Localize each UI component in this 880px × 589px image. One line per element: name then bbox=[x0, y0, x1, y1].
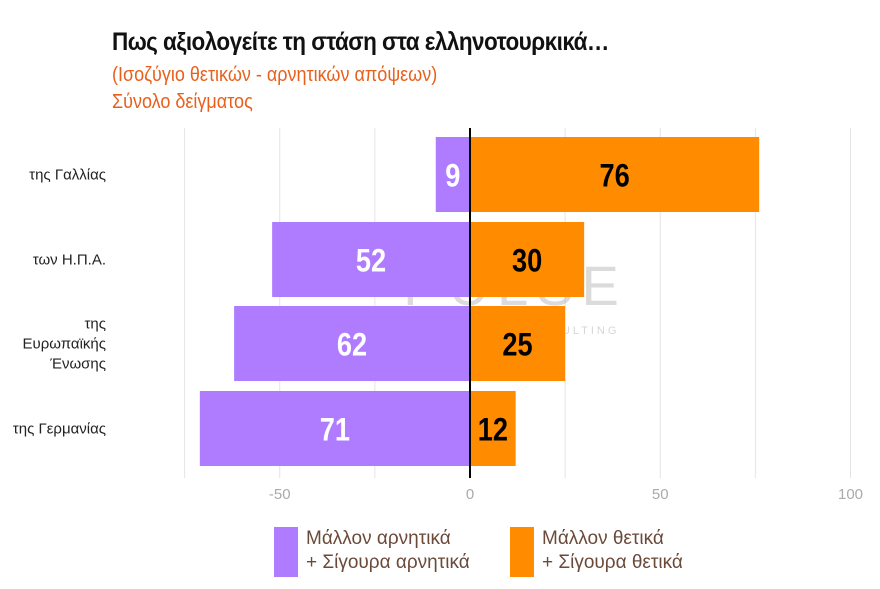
bar-positive bbox=[470, 137, 760, 212]
category-label: Ευρωπαϊκής bbox=[23, 336, 106, 353]
data-label-positive: 76 bbox=[599, 158, 629, 194]
data-label-positive: 30 bbox=[512, 243, 542, 279]
x-tick-label: 50 bbox=[652, 486, 669, 503]
legend-item-negative: Μάλλον αρνητικά + Σίγουρα αρνητικά bbox=[274, 527, 470, 577]
legend-swatch bbox=[510, 527, 534, 577]
category-label: της Γαλλίας bbox=[29, 167, 106, 184]
legend-label: Μάλλον αρνητικά bbox=[306, 528, 451, 549]
data-label-positive: 25 bbox=[502, 327, 532, 363]
bar-negative bbox=[199, 391, 470, 466]
x-tick-label: -50 bbox=[269, 486, 291, 503]
bar-positive bbox=[470, 222, 585, 297]
data-label-positive: 12 bbox=[478, 412, 508, 448]
x-tick-label: 100 bbox=[838, 486, 863, 503]
chart-title: Πως αξιολογείτε τη στάση στα ελληνοτουρκ… bbox=[112, 28, 609, 56]
category-label: των Η.Π.Α. bbox=[33, 252, 106, 269]
legend-label: + Σίγουρα θετικά bbox=[542, 552, 683, 573]
legend-label: Μάλλον θετικά bbox=[542, 528, 664, 549]
bar-positive bbox=[470, 391, 516, 466]
legend-item-positive: Μάλλον θετικά + Σίγουρα θετικά bbox=[510, 527, 683, 577]
chart-subtitle: (Ισοζύγιο θετικών - αρνητικών απόψεων) bbox=[112, 64, 438, 86]
bar-positive bbox=[470, 306, 566, 381]
legend-swatch bbox=[274, 527, 298, 577]
data-label-negative: 9 bbox=[445, 158, 460, 194]
data-label-negative: 52 bbox=[356, 243, 386, 279]
legend-label: + Σίγουρα αρνητικά bbox=[306, 552, 470, 573]
bar-negative bbox=[234, 306, 470, 381]
data-label-negative: 71 bbox=[320, 412, 350, 448]
bar-negative bbox=[272, 222, 470, 297]
data-label-negative: 62 bbox=[337, 327, 367, 363]
category-label: της Γερμανίας bbox=[13, 421, 106, 438]
category-label: της bbox=[85, 316, 107, 333]
category-label: Ένωσης bbox=[49, 356, 106, 373]
bar-negative bbox=[435, 137, 470, 212]
x-tick-label: 0 bbox=[466, 486, 474, 503]
chart-subtitle-2: Σύνολο δείγματος bbox=[112, 91, 253, 113]
